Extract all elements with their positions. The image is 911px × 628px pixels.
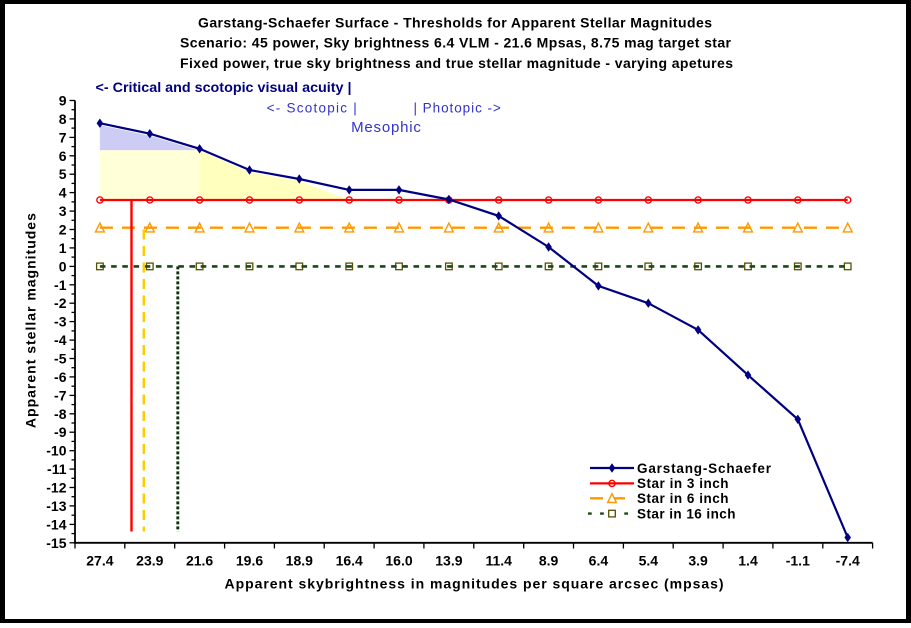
svg-text:6: 6	[59, 148, 67, 164]
svg-text:21.6: 21.6	[186, 553, 213, 569]
svg-text:-14: -14	[46, 516, 66, 532]
svg-text:11.4: 11.4	[485, 553, 512, 569]
svg-text:2: 2	[59, 222, 67, 238]
svg-text:3: 3	[59, 203, 67, 219]
svg-text:-9: -9	[54, 424, 67, 440]
svg-text:-2: -2	[54, 295, 67, 311]
svg-text:1.4: 1.4	[738, 553, 758, 569]
svg-text:-1: -1	[54, 277, 67, 293]
svg-text:-8: -8	[54, 406, 67, 422]
svg-text:6.4: 6.4	[589, 553, 609, 569]
svg-text:4: 4	[59, 185, 67, 201]
svg-text:Star in 6 inch: Star in 6 inch	[637, 491, 729, 506]
svg-text:1: 1	[59, 240, 67, 256]
svg-text:-7: -7	[54, 387, 67, 403]
svg-text:-4: -4	[54, 332, 67, 348]
svg-text:Garstang-Schaefer: Garstang-Schaefer	[637, 461, 772, 476]
svg-text:-10: -10	[46, 443, 66, 459]
svg-text:Fixed power, true sky brightne: Fixed power, true sky brightness and tru…	[180, 55, 733, 71]
svg-text:5: 5	[59, 166, 67, 182]
svg-text:8: 8	[59, 111, 67, 127]
svg-text:23.9: 23.9	[136, 553, 163, 569]
svg-text:-12: -12	[46, 480, 66, 496]
svg-text:-15: -15	[46, 535, 66, 551]
svg-text:0: 0	[59, 258, 67, 274]
svg-text:<- Critical and scotopic visua: <- Critical and scotopic visual acuity |	[96, 80, 352, 95]
svg-text:16.0: 16.0	[385, 553, 412, 569]
svg-text:-1.1: -1.1	[786, 553, 810, 569]
svg-text:16.4: 16.4	[336, 553, 363, 569]
svg-text:-13: -13	[46, 498, 66, 514]
svg-text:Garstang-Schaefer Surface - Th: Garstang-Schaefer Surface - Thresholds f…	[198, 14, 712, 30]
svg-text:<- Scotopic |: <- Scotopic |	[267, 100, 357, 115]
svg-text:Star in 3 inch: Star in 3 inch	[637, 476, 729, 491]
svg-text:Scenario: 45 power, Sky brigh: Scenario: 45 power, Sky brightness 6.4 V…	[180, 35, 732, 51]
svg-text:19.6: 19.6	[236, 553, 263, 569]
svg-text:18.9: 18.9	[286, 553, 313, 569]
svg-text:9: 9	[59, 93, 67, 109]
svg-text:-11: -11	[47, 461, 67, 477]
svg-text:-7.4: -7.4	[836, 553, 860, 569]
svg-text:13.9: 13.9	[435, 553, 462, 569]
svg-text:3.9: 3.9	[688, 553, 708, 569]
svg-text:5.4: 5.4	[639, 553, 659, 569]
svg-text:7: 7	[59, 129, 67, 145]
svg-text:Star in 16 inch: Star in 16 inch	[637, 506, 736, 521]
svg-text:Apparent stellar magnitudes: Apparent stellar magnitudes	[23, 213, 39, 428]
svg-text:-6: -6	[54, 369, 67, 385]
svg-text:27.4: 27.4	[86, 553, 113, 569]
svg-text:| Photopic ->: | Photopic ->	[414, 100, 501, 115]
svg-text:Mesophic: Mesophic	[351, 119, 421, 136]
svg-text:-3: -3	[54, 314, 67, 330]
svg-text:-5: -5	[54, 351, 67, 367]
svg-text:Apparent skybrightness in magn: Apparent skybrightness in magnitudes per…	[225, 575, 724, 591]
svg-text:8.9: 8.9	[539, 553, 559, 569]
